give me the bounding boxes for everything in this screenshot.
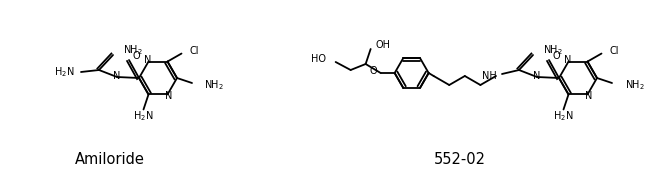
Text: N: N [114, 71, 121, 81]
Text: NH$_2$: NH$_2$ [625, 78, 645, 92]
Text: OH: OH [376, 40, 390, 50]
Text: NH$_2$: NH$_2$ [204, 78, 224, 92]
Text: H$_2$N: H$_2$N [553, 110, 574, 123]
Text: N: N [165, 91, 172, 101]
Text: Cl: Cl [189, 46, 199, 56]
Text: H$_2$N: H$_2$N [54, 65, 74, 79]
Text: O: O [369, 66, 376, 77]
Text: N: N [533, 71, 540, 81]
Text: O: O [552, 51, 560, 61]
Text: NH$_2$: NH$_2$ [123, 43, 143, 57]
Text: O: O [132, 51, 140, 61]
Text: 552-02: 552-02 [434, 151, 486, 167]
Text: Amiloride: Amiloride [75, 151, 145, 167]
Text: NH$_2$: NH$_2$ [543, 43, 563, 57]
Text: N: N [144, 55, 151, 65]
Text: N: N [585, 91, 592, 101]
Text: HO: HO [311, 54, 325, 64]
Text: N: N [564, 55, 571, 65]
Text: NH: NH [482, 71, 497, 81]
Text: H$_2$N: H$_2$N [133, 110, 154, 123]
Text: Cl: Cl [610, 46, 619, 56]
